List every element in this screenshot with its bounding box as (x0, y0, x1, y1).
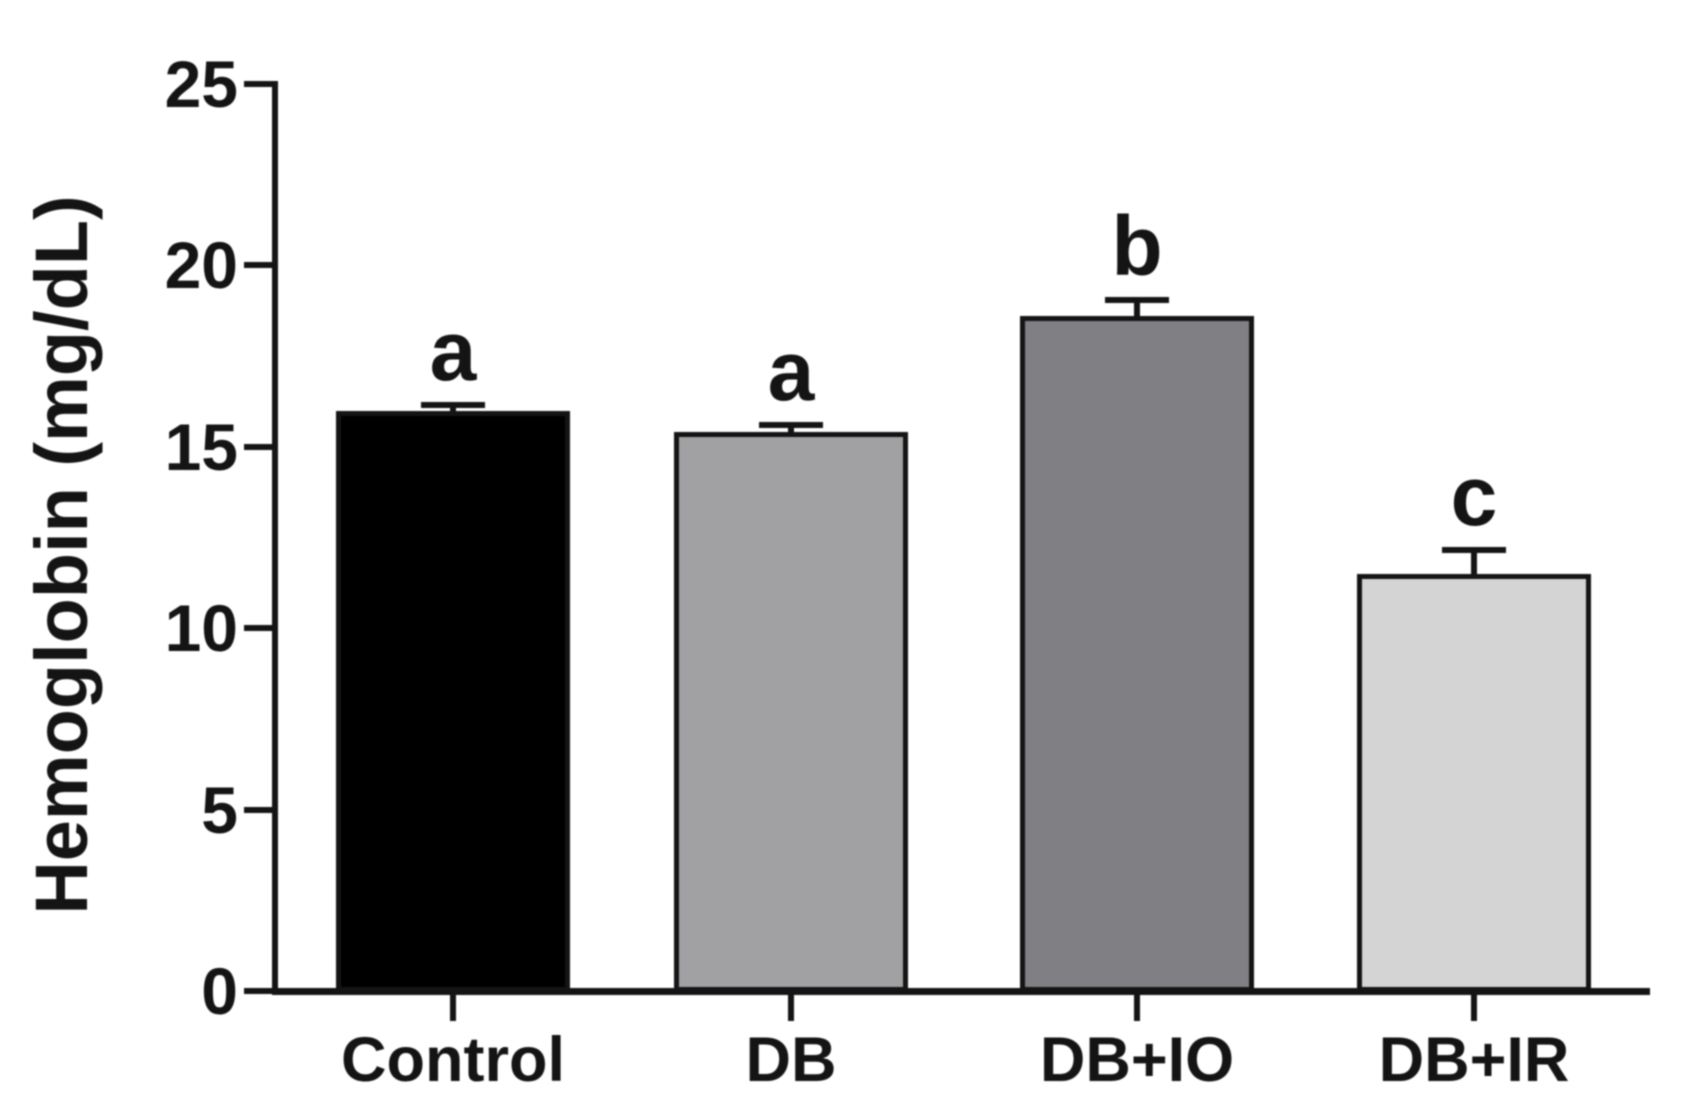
y-axis-line (272, 81, 278, 995)
error-bar-cap (1442, 547, 1506, 554)
bar-db (674, 432, 908, 992)
x-tick (788, 995, 794, 1021)
bar-db-io (1020, 316, 1254, 992)
y-tick-label: 20 (164, 228, 238, 303)
significance-letter: b (1111, 198, 1163, 293)
error-bar-stem (788, 428, 794, 433)
significance-letter: a (429, 304, 477, 399)
x-tick (1471, 995, 1477, 1021)
y-tick-label: 10 (164, 591, 238, 666)
significance-letter: c (1450, 449, 1498, 544)
error-bar-cap (1105, 296, 1169, 303)
y-tick-label: 0 (201, 954, 238, 1028)
error-bar-cap (421, 402, 485, 409)
y-tick-label: 25 (164, 47, 238, 121)
significance-letter: a (767, 324, 815, 419)
bar-control (336, 410, 570, 992)
y-tick (244, 625, 272, 632)
x-tick-label-control: Control (341, 1025, 565, 1095)
y-tick (244, 806, 272, 813)
error-bar-stem (450, 408, 456, 411)
x-tick-label-db-ir: DB+IR (1378, 1025, 1570, 1095)
y-tick-label: 15 (164, 409, 238, 484)
x-tick (450, 995, 456, 1021)
error-bar-stem (1134, 302, 1140, 317)
y-tick (244, 262, 272, 269)
y-tick (244, 443, 272, 450)
x-tick-label-db: DB (745, 1025, 837, 1095)
y-tick (244, 81, 272, 87)
x-axis-line (272, 988, 1650, 995)
bar-db-ir (1357, 573, 1591, 992)
y-tick (244, 988, 272, 994)
x-tick (1134, 995, 1140, 1021)
error-bar-cap (759, 422, 823, 429)
error-bar-stem (1471, 553, 1477, 574)
y-tick-label: 5 (201, 772, 238, 847)
x-tick-label-db-io: DB+IO (1039, 1025, 1235, 1095)
